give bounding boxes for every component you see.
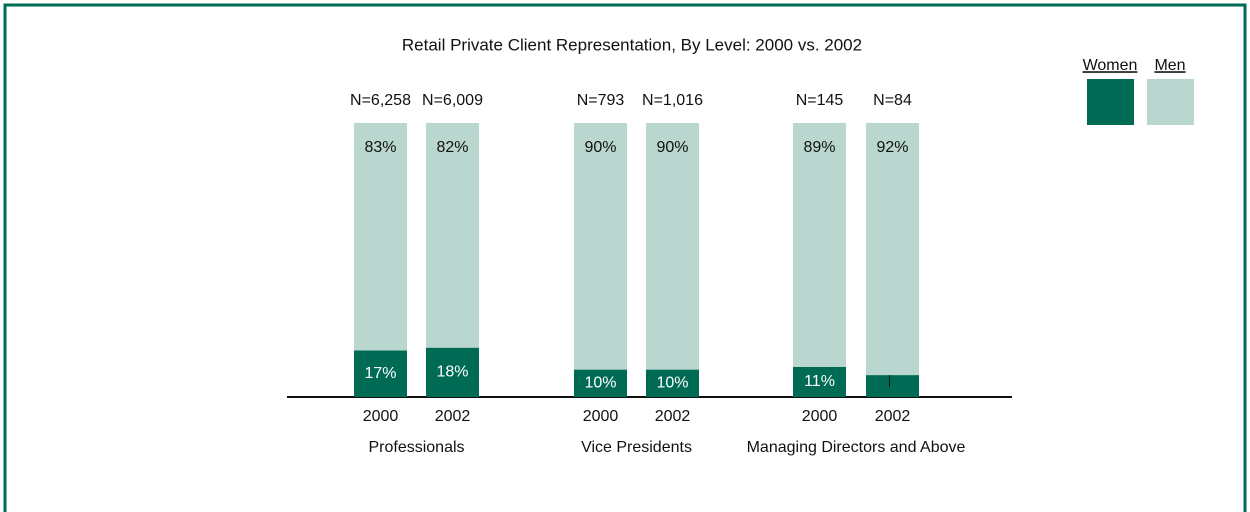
value-label: 89% — [803, 139, 835, 156]
value-label: 11% — [804, 373, 835, 390]
bar-segment — [866, 123, 919, 376]
x-tick-label: 2000 — [583, 408, 619, 425]
bar-segment — [793, 366, 846, 397]
value-label: 90% — [584, 139, 616, 156]
value-label: 83% — [364, 139, 396, 156]
n-label: N=1,016 — [642, 92, 703, 109]
value-label: 90% — [656, 139, 688, 156]
bar-segment — [646, 369, 699, 397]
x-tick-label: 2000 — [363, 408, 399, 425]
value-label: 17% — [364, 365, 396, 382]
bar-segment — [426, 123, 479, 348]
value-label: 92% — [876, 139, 908, 156]
x-tick-label: 2002 — [655, 408, 691, 425]
legend-label: Women — [1083, 57, 1138, 74]
x-tick-label: 2000 — [802, 408, 838, 425]
n-label: N=84 — [873, 92, 912, 109]
bar-segment — [354, 350, 407, 397]
value-label: 10% — [656, 375, 688, 392]
group-label: Managing Directors and Above — [747, 439, 966, 456]
n-label: N=6,009 — [422, 92, 483, 109]
bar-segment — [574, 369, 627, 397]
x-tick-label: 2002 — [875, 408, 911, 425]
n-label: N=145 — [796, 92, 844, 109]
n-label: N=6,258 — [350, 92, 411, 109]
legend-swatch — [1087, 79, 1134, 125]
bar-segment — [426, 347, 479, 397]
bar-segment — [866, 375, 919, 397]
value-label: 10% — [584, 375, 616, 392]
group-label: Professionals — [368, 439, 464, 456]
legend-swatch — [1147, 79, 1194, 125]
frame — [3, 3, 1247, 512]
value-label: 82% — [436, 139, 468, 156]
chart-title: Retail Private Client Representation, By… — [402, 35, 862, 54]
group-label: Vice Presidents — [581, 439, 692, 456]
bar-segment — [574, 123, 627, 370]
bar-segment — [793, 123, 846, 367]
bar-segment — [646, 123, 699, 370]
x-tick-label: 2002 — [435, 408, 471, 425]
n-label: N=793 — [577, 92, 625, 109]
value-label: 18% — [436, 364, 468, 381]
legend-label: Men — [1154, 57, 1185, 74]
bar-segment — [354, 123, 407, 351]
